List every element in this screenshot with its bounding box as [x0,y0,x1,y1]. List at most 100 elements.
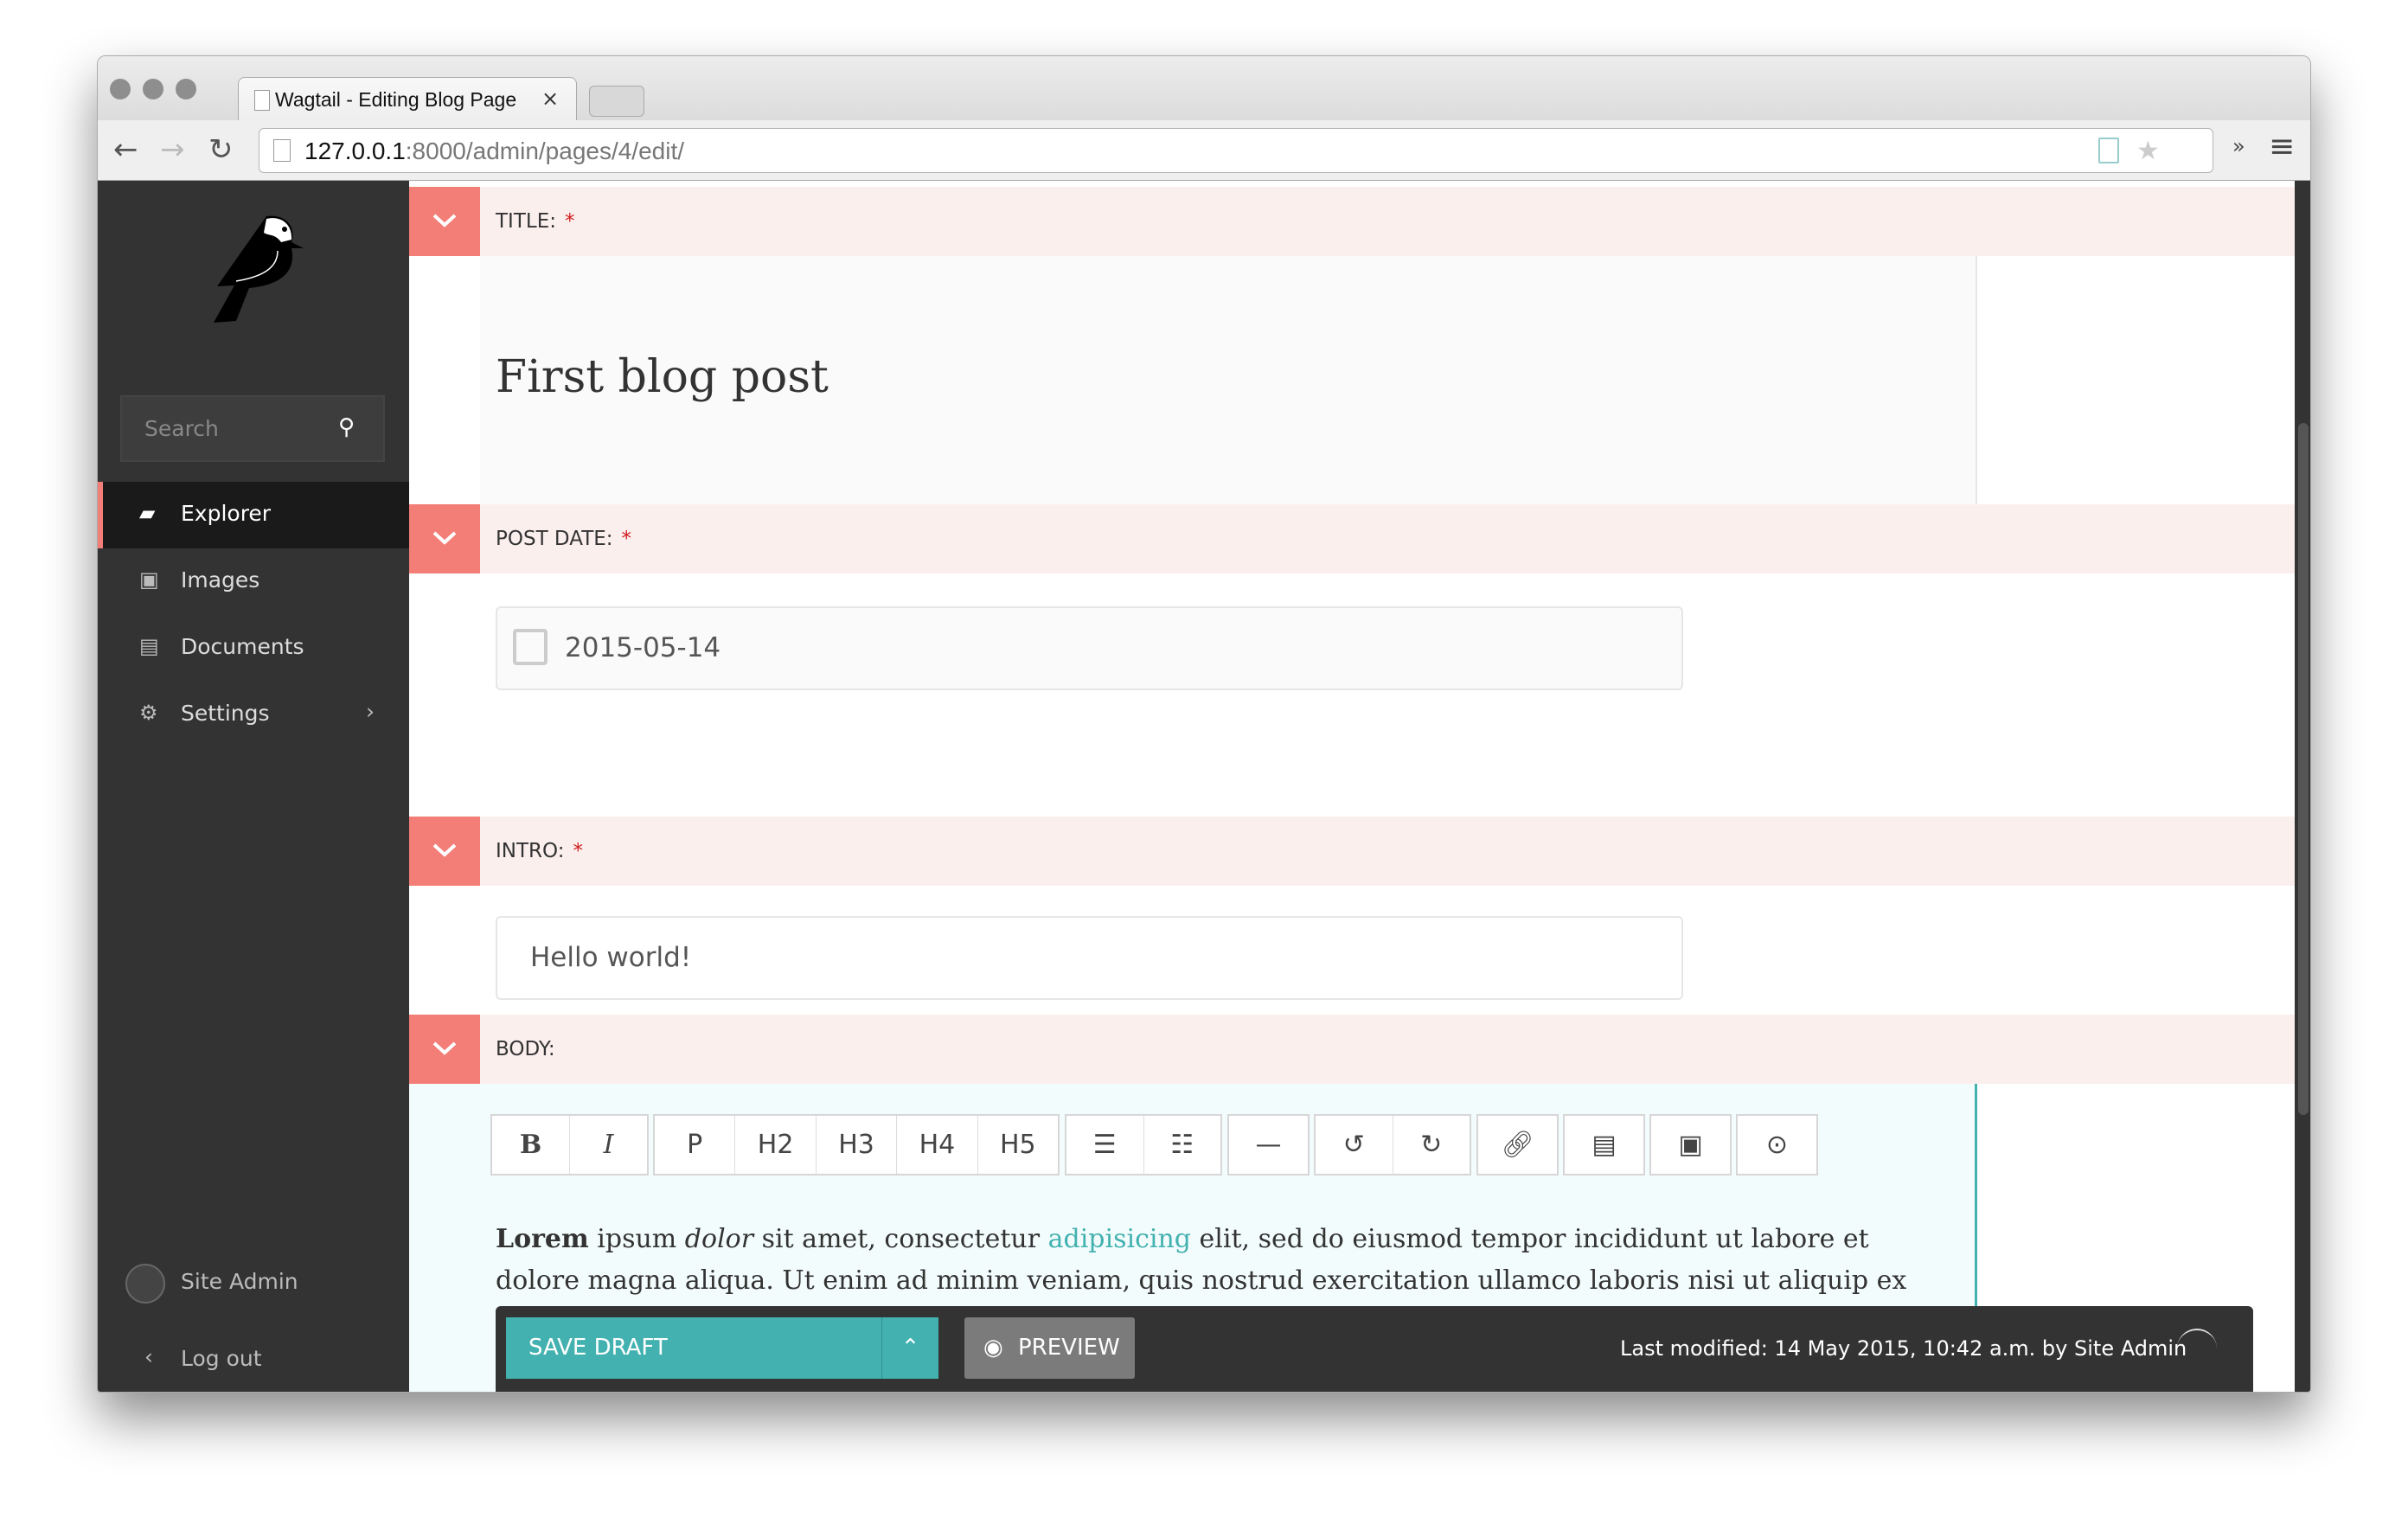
intro-field-header: INTRO: * [409,817,2298,886]
link-icon[interactable]: 🔗︎ [1501,1130,1534,1160]
required-marker: * [564,210,575,233]
page-icon [273,139,291,162]
title-field-header: TITLE: * [409,187,2298,256]
scrollbar[interactable] [2295,181,2310,1392]
reload-icon[interactable]: ↻ [208,132,234,167]
intro-value: Hello world! [530,942,692,973]
post-date-input[interactable]: 2015-05-14 [496,606,1683,690]
search-icon[interactable]: ⚲ [338,414,355,440]
preview-label: PREVIEW [1018,1335,1120,1361]
wagtail-logo [214,215,304,323]
url-host: 127.0.0.1 [304,138,406,164]
doc-group: ▤ [1563,1114,1645,1175]
chevron-right-icon: › [366,699,375,724]
undo-icon[interactable]: ↺ [1316,1116,1393,1174]
logout-link[interactable]: ‹ Log out [98,1327,409,1392]
action-footer: SAVE DRAFT ⌃ ◉ PREVIEW Last modified: 14… [496,1306,2253,1392]
extensions-overflow-icon[interactable]: » [2232,134,2245,158]
sidebar-item-settings[interactable]: ⚙ Settings › [98,682,409,748]
sidebar-item-documents[interactable]: ▤ Documents [98,615,409,682]
horizontal-rule-icon[interactable]: — [1255,1130,1282,1160]
tab-title: Wagtail - Editing Blog Page [275,88,517,111]
more-actions-chevron-up-icon[interactable]: ⌃ [881,1317,938,1379]
scrollbar-thumb[interactable] [2298,423,2309,1115]
image-icon[interactable]: ▣ [1678,1130,1703,1160]
new-tab-button[interactable] [589,86,644,117]
paragraph-button[interactable]: P [655,1116,736,1174]
search-placeholder: Search [144,416,219,441]
h3-button[interactable]: H3 [817,1116,898,1174]
italic-text: dolor [684,1224,754,1254]
back-icon[interactable]: ← [113,132,138,167]
page-icon [254,90,270,111]
account-link[interactable]: Site Admin [98,1250,409,1316]
user-avatar-icon [2177,1329,2217,1368]
wagtail-admin: Search ⚲ ▰ Explorer ▣ Images ▤ Documents… [98,181,2310,1392]
required-marker: * [621,528,632,550]
h5-button[interactable]: H5 [1000,1130,1036,1160]
chevron-left-icon: ‹ [144,1344,153,1369]
unordered-list-icon[interactable]: ☷ [1170,1130,1194,1160]
intro-input[interactable]: Hello world! [496,916,1683,1000]
post-date-field-header: POST DATE: * [409,504,2298,573]
document-icon[interactable]: ▤ [1591,1130,1617,1160]
close-tab-icon[interactable]: × [541,86,560,111]
browser-window: Wagtail - Editing Blog Page × ← → ↻ 127.… [97,55,2311,1393]
body-content[interactable]: Lorem ipsum dolor sit amet, consectetur … [496,1219,1966,1302]
heading-toolbar-group: P H2 H3 H4 H5 [653,1114,1060,1175]
image-group: ▣ [1649,1114,1732,1175]
h4-button[interactable]: H4 [897,1116,978,1174]
search-input[interactable]: Search ⚲ [120,395,385,462]
last-modified-text: Last modified: 14 May 2015, 10:42 a.m. b… [1620,1336,2187,1361]
save-draft-label: SAVE DRAFT [528,1335,668,1361]
ordered-list-icon[interactable]: ☰ [1066,1116,1144,1174]
close-window-button[interactable] [110,79,131,99]
media-group: ⊙ [1736,1114,1818,1175]
text: dolore magna aliqua. Ut enim ad minim ve… [496,1265,1907,1296]
format-toolbar-group: B I [490,1114,649,1175]
url-path: :8000/admin/pages/4/edit/ [405,138,685,164]
chevron-down-icon [432,214,457,227]
calendar-icon [513,629,548,665]
document-icon: ▤ [139,634,159,658]
browser-tab[interactable]: Wagtail - Editing Blog Page × [238,77,577,122]
avatar [125,1264,165,1304]
body-field-header: BODY: [409,1015,2298,1084]
chevron-down-icon [432,1041,457,1055]
h2-button[interactable]: H2 [735,1116,817,1174]
sidebar-item-label: Documents [181,634,304,659]
tab-bar: Wagtail - Editing Blog Page × [98,56,2310,122]
text: ipsum [588,1224,685,1254]
text: elit, sed do eiusmod tempor incididunt u… [1191,1224,1869,1254]
bookmark-star-icon[interactable]: ★ [2136,136,2160,166]
sidebar-item-label: Settings [181,701,270,726]
bold-button[interactable]: B [492,1116,570,1174]
italic-button[interactable]: I [603,1130,614,1160]
redo-icon[interactable]: ↻ [1420,1130,1443,1160]
collapse-toggle[interactable] [409,817,480,886]
sidebar-item-images[interactable]: ▣ Images [98,548,409,615]
field-label: POST DATE: [496,528,613,550]
hr-toolbar-group: — [1227,1114,1310,1175]
address-bar[interactable]: 127.0.0.1:8000/admin/pages/4/edit/ ★ [259,128,2213,173]
preview-button[interactable]: ◉ PREVIEW [964,1317,1135,1379]
media-icon[interactable]: ⊙ [1765,1130,1789,1160]
bold-text: Lorem [496,1224,589,1254]
save-draft-button[interactable]: SAVE DRAFT ⌃ [506,1317,938,1379]
body-link[interactable]: adipisicing [1047,1224,1192,1254]
forward-icon[interactable]: → [160,132,185,167]
title-input[interactable]: First blog post [480,256,1977,504]
collapse-toggle[interactable] [409,504,480,573]
title-value: First blog post [496,351,829,403]
sidebar-item-explorer[interactable]: ▰ Explorer [98,482,409,548]
minimize-window-button[interactable] [143,79,163,99]
field-label: INTRO: [496,840,565,862]
sidebar: Search ⚲ ▰ Explorer ▣ Images ▤ Documents… [98,181,409,1392]
collapse-toggle[interactable] [409,1015,480,1084]
page-source-icon[interactable] [2098,138,2119,163]
menu-icon[interactable]: ≡ [2269,129,2296,164]
image-icon: ▣ [139,567,159,592]
collapse-toggle[interactable] [409,187,480,256]
link-group: 🔗︎ [1476,1114,1559,1175]
maximize-window-button[interactable] [176,79,196,99]
